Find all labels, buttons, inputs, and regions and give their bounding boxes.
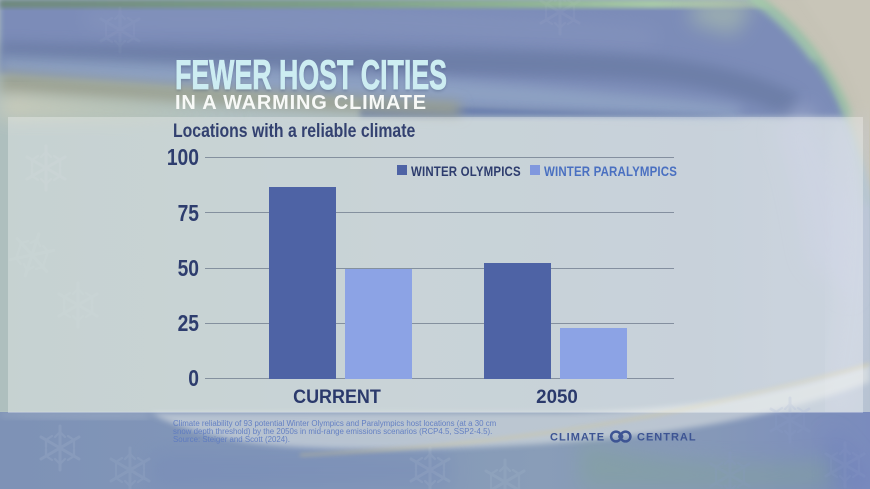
svg-text:CLIMATE: CLIMATE — [550, 432, 605, 444]
svg-text:CENTRAL: CENTRAL — [637, 432, 697, 444]
